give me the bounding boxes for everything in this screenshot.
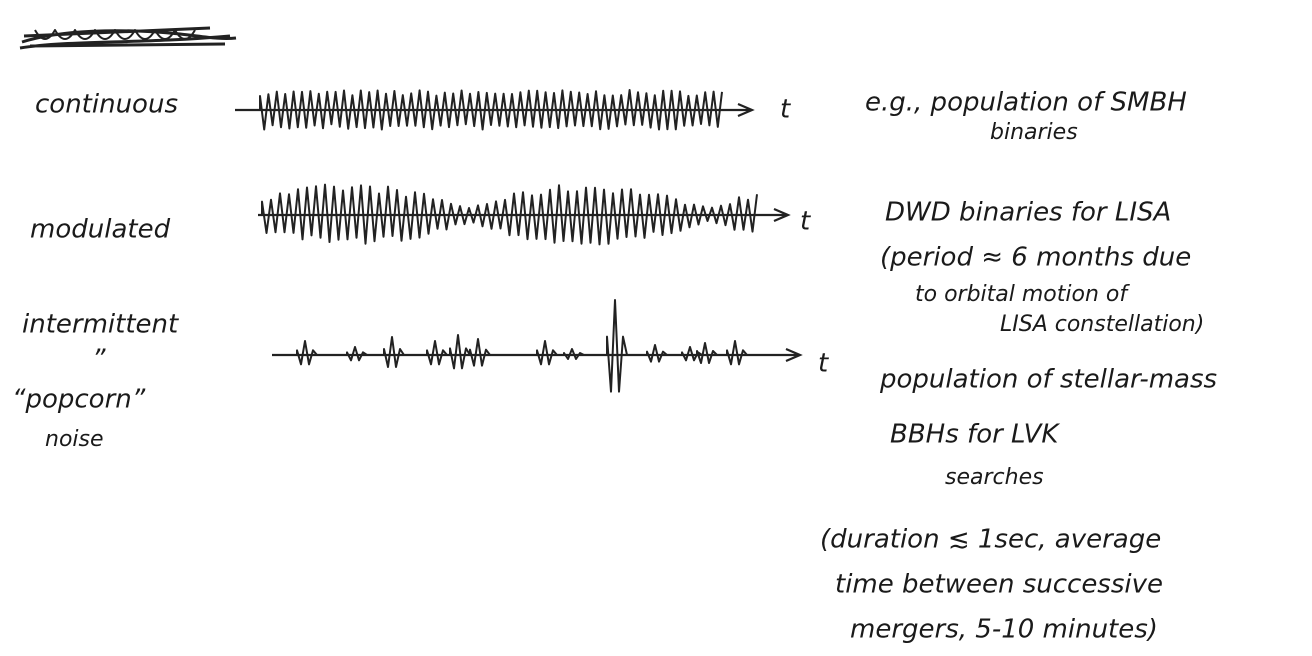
waveforms (235, 90, 800, 392)
description: (period ≈ 6 months due (880, 243, 1191, 273)
diagram: continuous modulated intermittent ” “pop… (0, 0, 1312, 656)
description: population of stellar-mass (879, 365, 1217, 395)
row-label: “popcorn” (12, 385, 146, 415)
burst (537, 341, 557, 364)
description: mergers, 5-10 minutes) (850, 615, 1158, 645)
description: BBHs for LVK (890, 420, 1060, 450)
description: time between successive (835, 570, 1163, 600)
axis-label: t (818, 349, 829, 379)
row-label: modulated (30, 215, 171, 245)
row-label: ” (92, 345, 106, 375)
row-label: noise (45, 427, 104, 452)
description: LISA constellation) (1000, 312, 1204, 337)
description: (duration ≲ 1sec, average (820, 525, 1161, 555)
description: searches (945, 465, 1044, 490)
axis-label: t (780, 95, 791, 125)
axis-label: t (800, 207, 811, 237)
row-label: intermittent (22, 310, 179, 340)
crossed-out-heading (20, 28, 236, 48)
burst (647, 345, 667, 362)
burst (727, 341, 747, 364)
burst (347, 347, 367, 360)
burst (607, 300, 627, 392)
burst (470, 339, 490, 366)
row-label: continuous (35, 90, 178, 120)
burst (427, 341, 447, 364)
burst (384, 337, 404, 367)
description: to orbital motion of (915, 282, 1130, 307)
description: DWD binaries for LISA (885, 198, 1171, 228)
burst (450, 335, 470, 368)
description: binaries (990, 120, 1078, 145)
description: e.g., population of SMBH (865, 88, 1187, 118)
burst (297, 341, 317, 364)
